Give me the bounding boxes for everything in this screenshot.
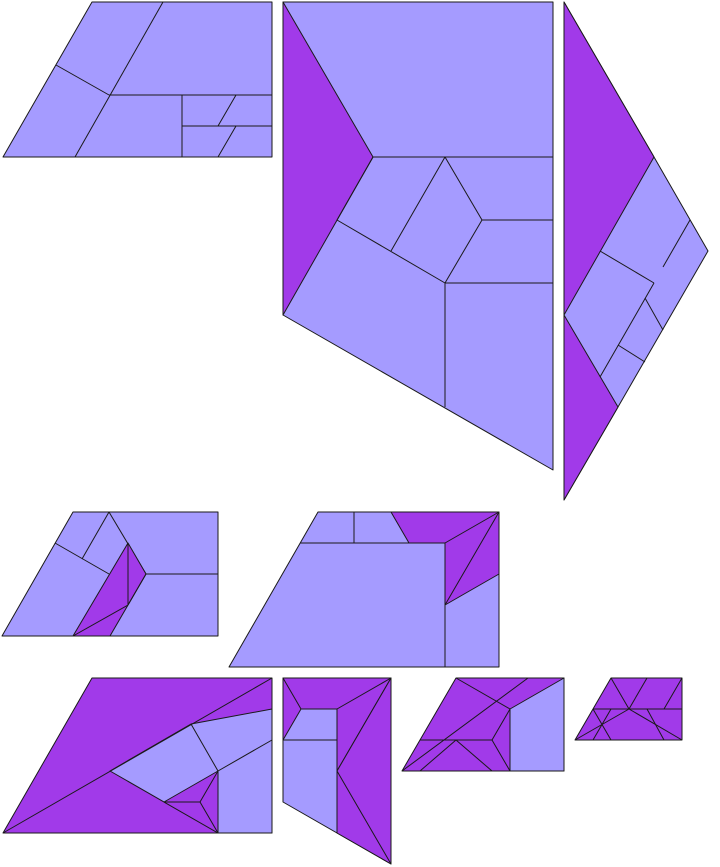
tile-edge [628, 677, 648, 710]
tile-edge [217, 94, 237, 127]
tile-edge [190, 723, 219, 772]
tile-edge [444, 511, 500, 544]
tile-edge [74, 1, 164, 158]
tile-edge [336, 156, 374, 221]
piece-mid-left [1, 511, 219, 637]
tile-edge [54, 542, 110, 575]
tile-edge [336, 770, 392, 865]
tile-edge [592, 708, 612, 741]
tile-edge [55, 64, 110, 96]
tile-edge [419, 739, 457, 772]
tile-edge [282, 677, 302, 710]
piece-outline [2, 1, 273, 158]
piece-center-large [282, 1, 554, 471]
tile-edge [2, 677, 273, 834]
tile-edge [336, 219, 446, 284]
dark-triangle-top [563, 1, 655, 316]
tile-edge [217, 739, 273, 772]
tile-edge [199, 770, 219, 803]
tile-edge [491, 708, 511, 741]
dark-triangle-bottom [563, 314, 619, 501]
tile-edge [610, 677, 630, 710]
tile-edge [217, 125, 237, 158]
tile-edge [127, 573, 147, 606]
tile-edge [455, 677, 511, 710]
tile-edge [199, 801, 219, 834]
tile-edge [81, 511, 110, 560]
tile-edge [336, 677, 392, 710]
piece-bottom-tall [282, 677, 392, 865]
tile-edge [644, 297, 664, 331]
dark-triangle-left [282, 1, 374, 316]
tile-edge [72, 604, 129, 637]
tile-edge [617, 344, 646, 363]
tile-edge [444, 219, 483, 284]
piece-bottom-left [2, 677, 273, 834]
tile-edge [401, 677, 529, 772]
piece-bottom-medium [401, 677, 565, 772]
piece-right-kite [563, 1, 709, 501]
tile-edge [444, 511, 500, 606]
tile-edge [646, 708, 665, 741]
tile-edge [662, 219, 691, 268]
tile-edge [444, 156, 483, 221]
tile-edge [455, 739, 493, 772]
piece-top-left [2, 1, 273, 158]
tile-edge [663, 677, 683, 710]
tile-edge [390, 156, 446, 252]
piece-bottom-small [574, 677, 683, 741]
tile-edge [491, 739, 511, 772]
light-right [509, 677, 565, 772]
tile-edge [599, 250, 655, 284]
piece-mid-center [228, 511, 500, 668]
